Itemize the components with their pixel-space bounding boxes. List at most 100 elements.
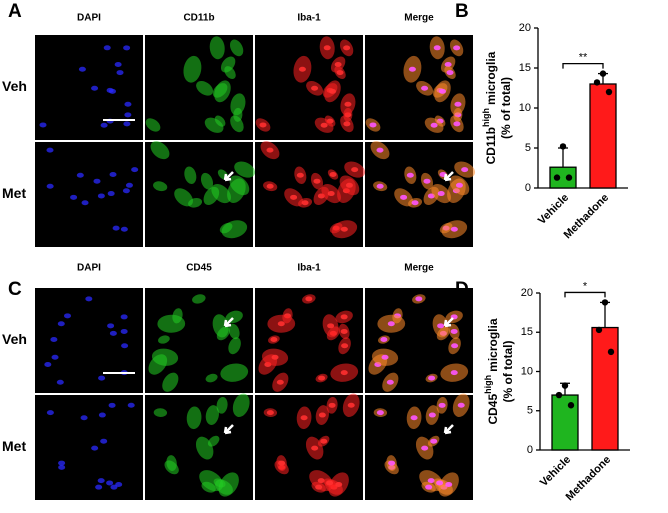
nucleus (386, 379, 394, 385)
data-point (593, 79, 601, 86)
row-header: Veh (2, 78, 27, 94)
nucleus (116, 70, 124, 76)
panel-label: A (8, 1, 22, 22)
data-point (561, 382, 569, 389)
nucleus (455, 182, 463, 188)
cell (145, 118, 161, 132)
y-axis-label-part: microglia (484, 51, 498, 105)
row-header: Veh (2, 331, 27, 347)
nucleus (296, 172, 304, 178)
nucleus (97, 478, 105, 484)
data-point (553, 174, 561, 181)
cell (214, 80, 231, 103)
cell (188, 197, 203, 208)
nucleus (421, 445, 429, 451)
nucleus (345, 182, 353, 188)
nucleus (120, 328, 128, 334)
column-header: DAPI (77, 13, 101, 24)
cell (230, 39, 244, 57)
nucleus (100, 122, 108, 128)
nucleus (453, 121, 461, 127)
cell (228, 323, 240, 340)
nucleus (423, 178, 431, 184)
nucleus (44, 361, 52, 367)
nucleus (380, 337, 388, 343)
nucleus (107, 323, 115, 329)
cell (213, 478, 226, 488)
nucleus (127, 402, 135, 408)
column-header: Merge (404, 263, 434, 274)
nucleus (125, 182, 133, 188)
nucleus (376, 410, 384, 416)
nucleus (410, 415, 418, 421)
cell (218, 472, 239, 497)
nucleus (315, 484, 323, 490)
micrograph (145, 288, 253, 393)
cell (174, 188, 193, 207)
nucleus (80, 415, 88, 421)
micrograph (365, 141, 476, 247)
y-axis-label-part: CD11b (484, 127, 498, 164)
significance-label: ** (579, 52, 588, 64)
panel-label: C (8, 279, 22, 300)
nucleus (437, 191, 445, 197)
arrow (223, 424, 234, 435)
nucleus (120, 226, 128, 232)
nucleus (298, 66, 306, 72)
nucleus (58, 464, 66, 470)
nucleus (323, 45, 331, 51)
nucleus (106, 480, 114, 486)
nucleus (103, 45, 111, 51)
nucleus (428, 412, 436, 418)
nucleus (381, 354, 389, 360)
nucleus (328, 402, 336, 408)
nucleus (461, 167, 469, 173)
nucleus (400, 194, 408, 200)
cell (153, 181, 168, 192)
y-axis-label: CD11bhigh microglia (481, 51, 498, 164)
nucleus (327, 323, 335, 329)
nucleus (328, 88, 336, 94)
nucleus (97, 193, 105, 199)
nucleus (50, 337, 58, 343)
nucleus (300, 415, 308, 421)
y-tick-label: 15 (519, 62, 531, 74)
nucleus (369, 122, 377, 128)
nucleus (438, 88, 446, 94)
column-header: DAPI (77, 263, 101, 274)
significance-bracket (562, 62, 604, 69)
data-point (567, 402, 575, 409)
micrograph (365, 35, 473, 140)
nucleus (305, 296, 313, 302)
y-axis-label: (% of total) (499, 77, 513, 139)
nucleus (351, 167, 359, 173)
bar (551, 394, 579, 451)
cell (196, 80, 214, 96)
micrograph (255, 288, 363, 393)
nucleus (271, 354, 279, 360)
nucleus (270, 337, 278, 343)
row-header: Met (2, 438, 26, 454)
column-header: Iba-1 (297, 13, 321, 24)
nucleus (335, 481, 343, 487)
data-point (607, 348, 615, 356)
nucleus (326, 480, 334, 486)
nucleus (450, 226, 458, 232)
cell (204, 117, 224, 133)
nucleus (100, 438, 108, 444)
nucleus (109, 330, 117, 336)
micrograph (255, 35, 363, 140)
cell (221, 220, 248, 239)
cell (150, 141, 170, 160)
cell (184, 166, 197, 185)
arrow (443, 171, 454, 182)
cell (186, 406, 202, 430)
nucleus (451, 343, 459, 349)
micrograph (145, 35, 253, 140)
y-tick-label: 10 (521, 365, 533, 377)
arrow (443, 317, 454, 328)
cell (192, 294, 206, 304)
y-tick-label: 15 (521, 326, 533, 338)
cell (200, 172, 214, 190)
nucleus (438, 402, 446, 408)
